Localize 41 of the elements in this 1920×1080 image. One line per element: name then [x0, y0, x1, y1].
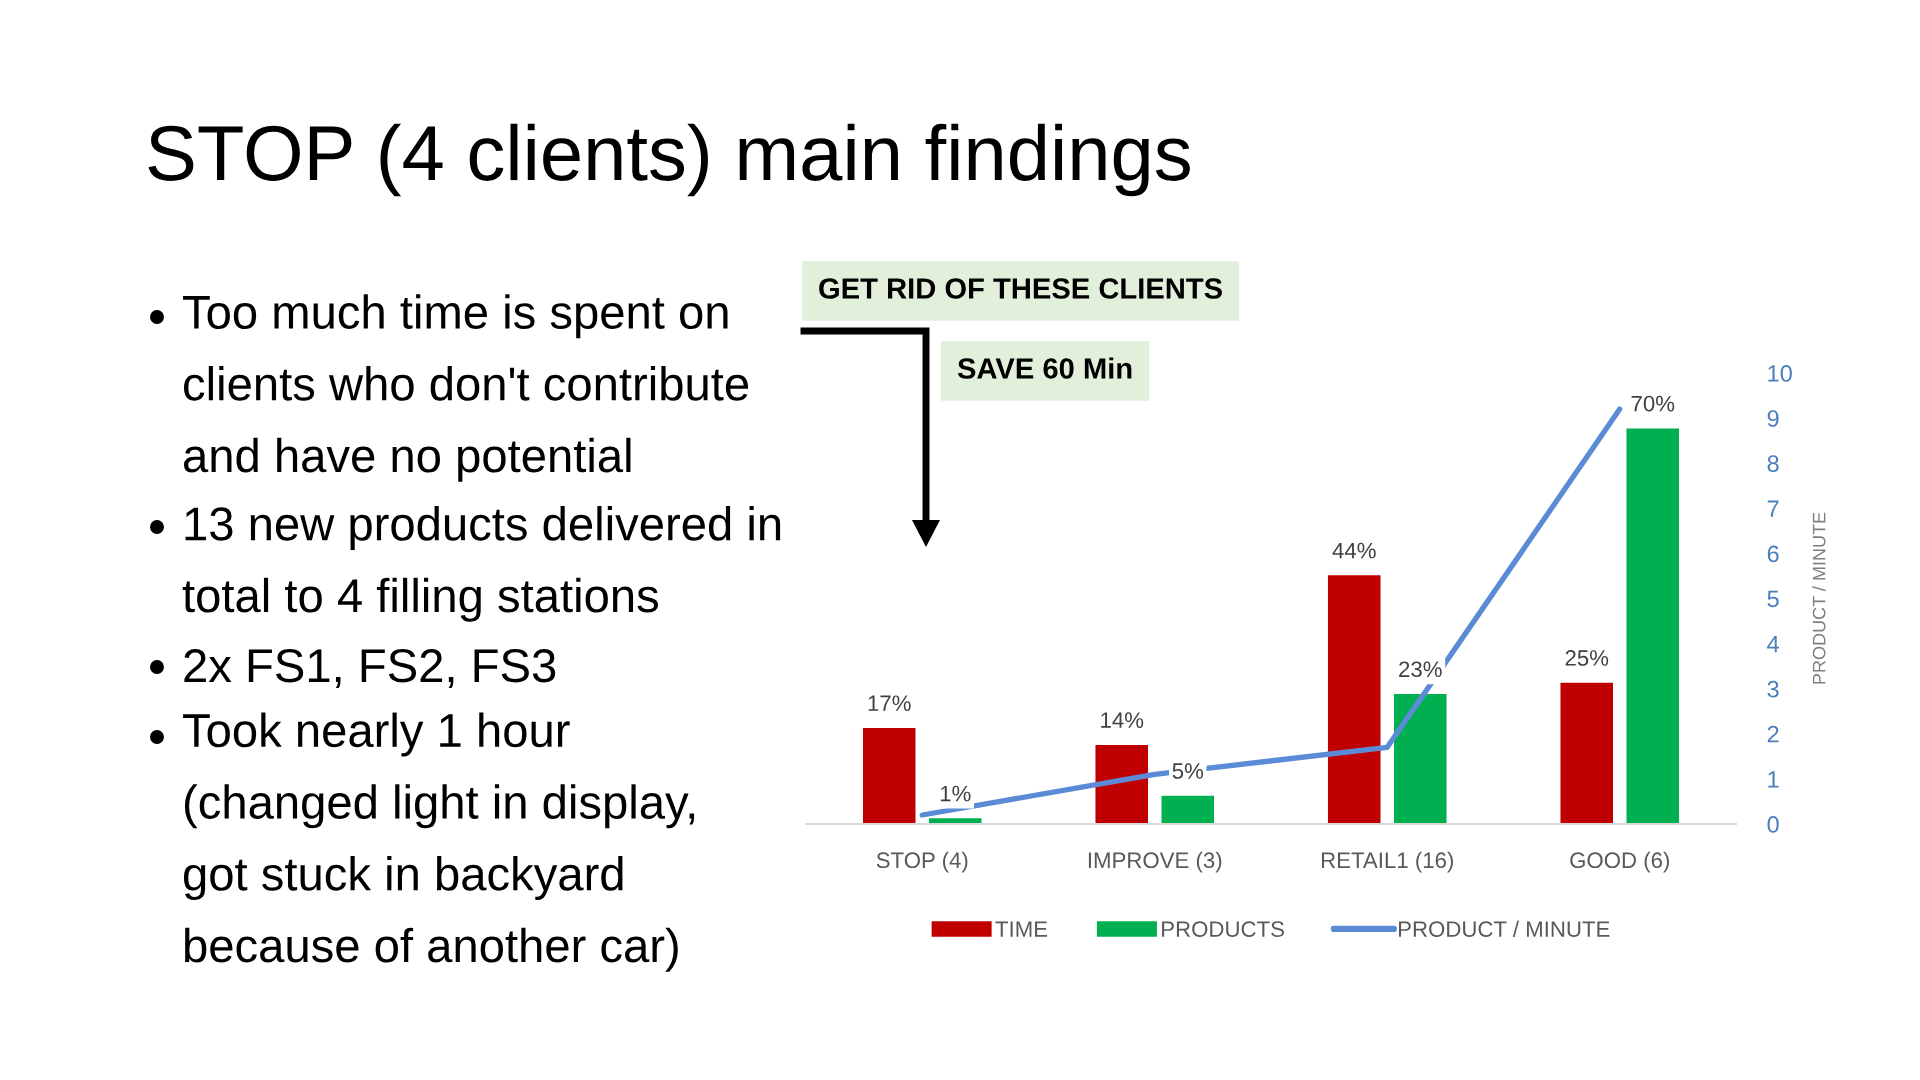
y2-tick-label: 7 — [1767, 500, 1779, 517]
x-tick-label: RETAIL1 (16) — [1321, 851, 1453, 873]
bar — [1560, 682, 1614, 824]
bar — [1327, 575, 1381, 824]
y2-tick-label: 5 — [1767, 590, 1779, 608]
chart-title: STOP (4 clients) main findings — [148, 123, 1190, 197]
x-tick-label: GOOD (6) — [1570, 851, 1669, 873]
legend-label: PRODUCT / MINUTE — [1399, 920, 1610, 937]
bar — [862, 727, 916, 824]
bar — [1161, 795, 1215, 824]
bar — [1095, 744, 1149, 824]
data-label: 14% — [1101, 712, 1144, 728]
bar — [1393, 694, 1447, 824]
data-label: 44% — [1332, 542, 1376, 559]
text: 13 new products delivered in total to 4 filling stations — [182, 506, 781, 622]
text: Took nearly 1 hour (changed light in display, got stuck in backyard because of another car) — [183, 712, 695, 972]
y2-tick-label: 10 — [1768, 365, 1792, 382]
y2-tick-label: 4 — [1767, 635, 1779, 653]
y2-tick-label: 2 — [1767, 725, 1779, 743]
y2-tick-label: 9 — [1767, 410, 1779, 427]
data-label: 17% — [868, 695, 911, 711]
data-label: 25% — [1565, 650, 1609, 666]
legend-label: PRODUCTS — [1162, 921, 1284, 937]
y2-tick-label: 6 — [1767, 545, 1779, 563]
data-label: 23% — [1399, 661, 1442, 678]
y2-tick-label: 8 — [1767, 455, 1779, 472]
data-label: 70% — [1631, 395, 1675, 412]
y2-tick-label: 0 — [1767, 816, 1779, 833]
text: Too much time is spent on clients who don't contribute and have no potential — [183, 294, 749, 482]
y2-axis-title: PRODUCT / MINUTE — [1812, 512, 1826, 684]
data-label: 5% — [1172, 763, 1204, 779]
text: 2x FS1, FS2, FS3 — [184, 649, 556, 689]
bar — [1626, 428, 1680, 824]
x-tick-label: STOP (4) — [876, 851, 968, 873]
y2-tick-label: 1 — [1768, 771, 1779, 788]
text: GET RID OF THESE CLIENTS — [819, 278, 1222, 299]
x-tick-label: IMPROVE (3) — [1088, 851, 1222, 873]
y2-tick-label: 3 — [1767, 680, 1779, 698]
legend-label: TIME — [995, 921, 1048, 937]
data-label: 1% — [940, 785, 971, 802]
text: SAVE 60 Min — [957, 357, 1132, 379]
